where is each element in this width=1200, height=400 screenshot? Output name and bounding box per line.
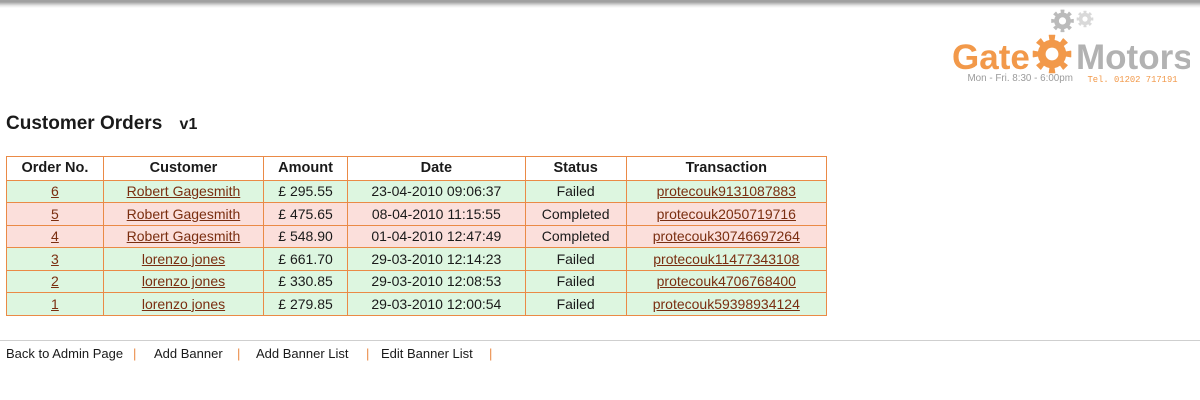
svg-text:Motors: Motors bbox=[1076, 38, 1190, 77]
svg-text:Mon - Fri. 8:30 - 6:00pm: Mon - Fri. 8:30 - 6:00pm bbox=[968, 73, 1073, 84]
svg-text:Gate: Gate bbox=[952, 38, 1030, 77]
svg-text:Tel. 01202 717191: Tel. 01202 717191 bbox=[1088, 75, 1178, 85]
